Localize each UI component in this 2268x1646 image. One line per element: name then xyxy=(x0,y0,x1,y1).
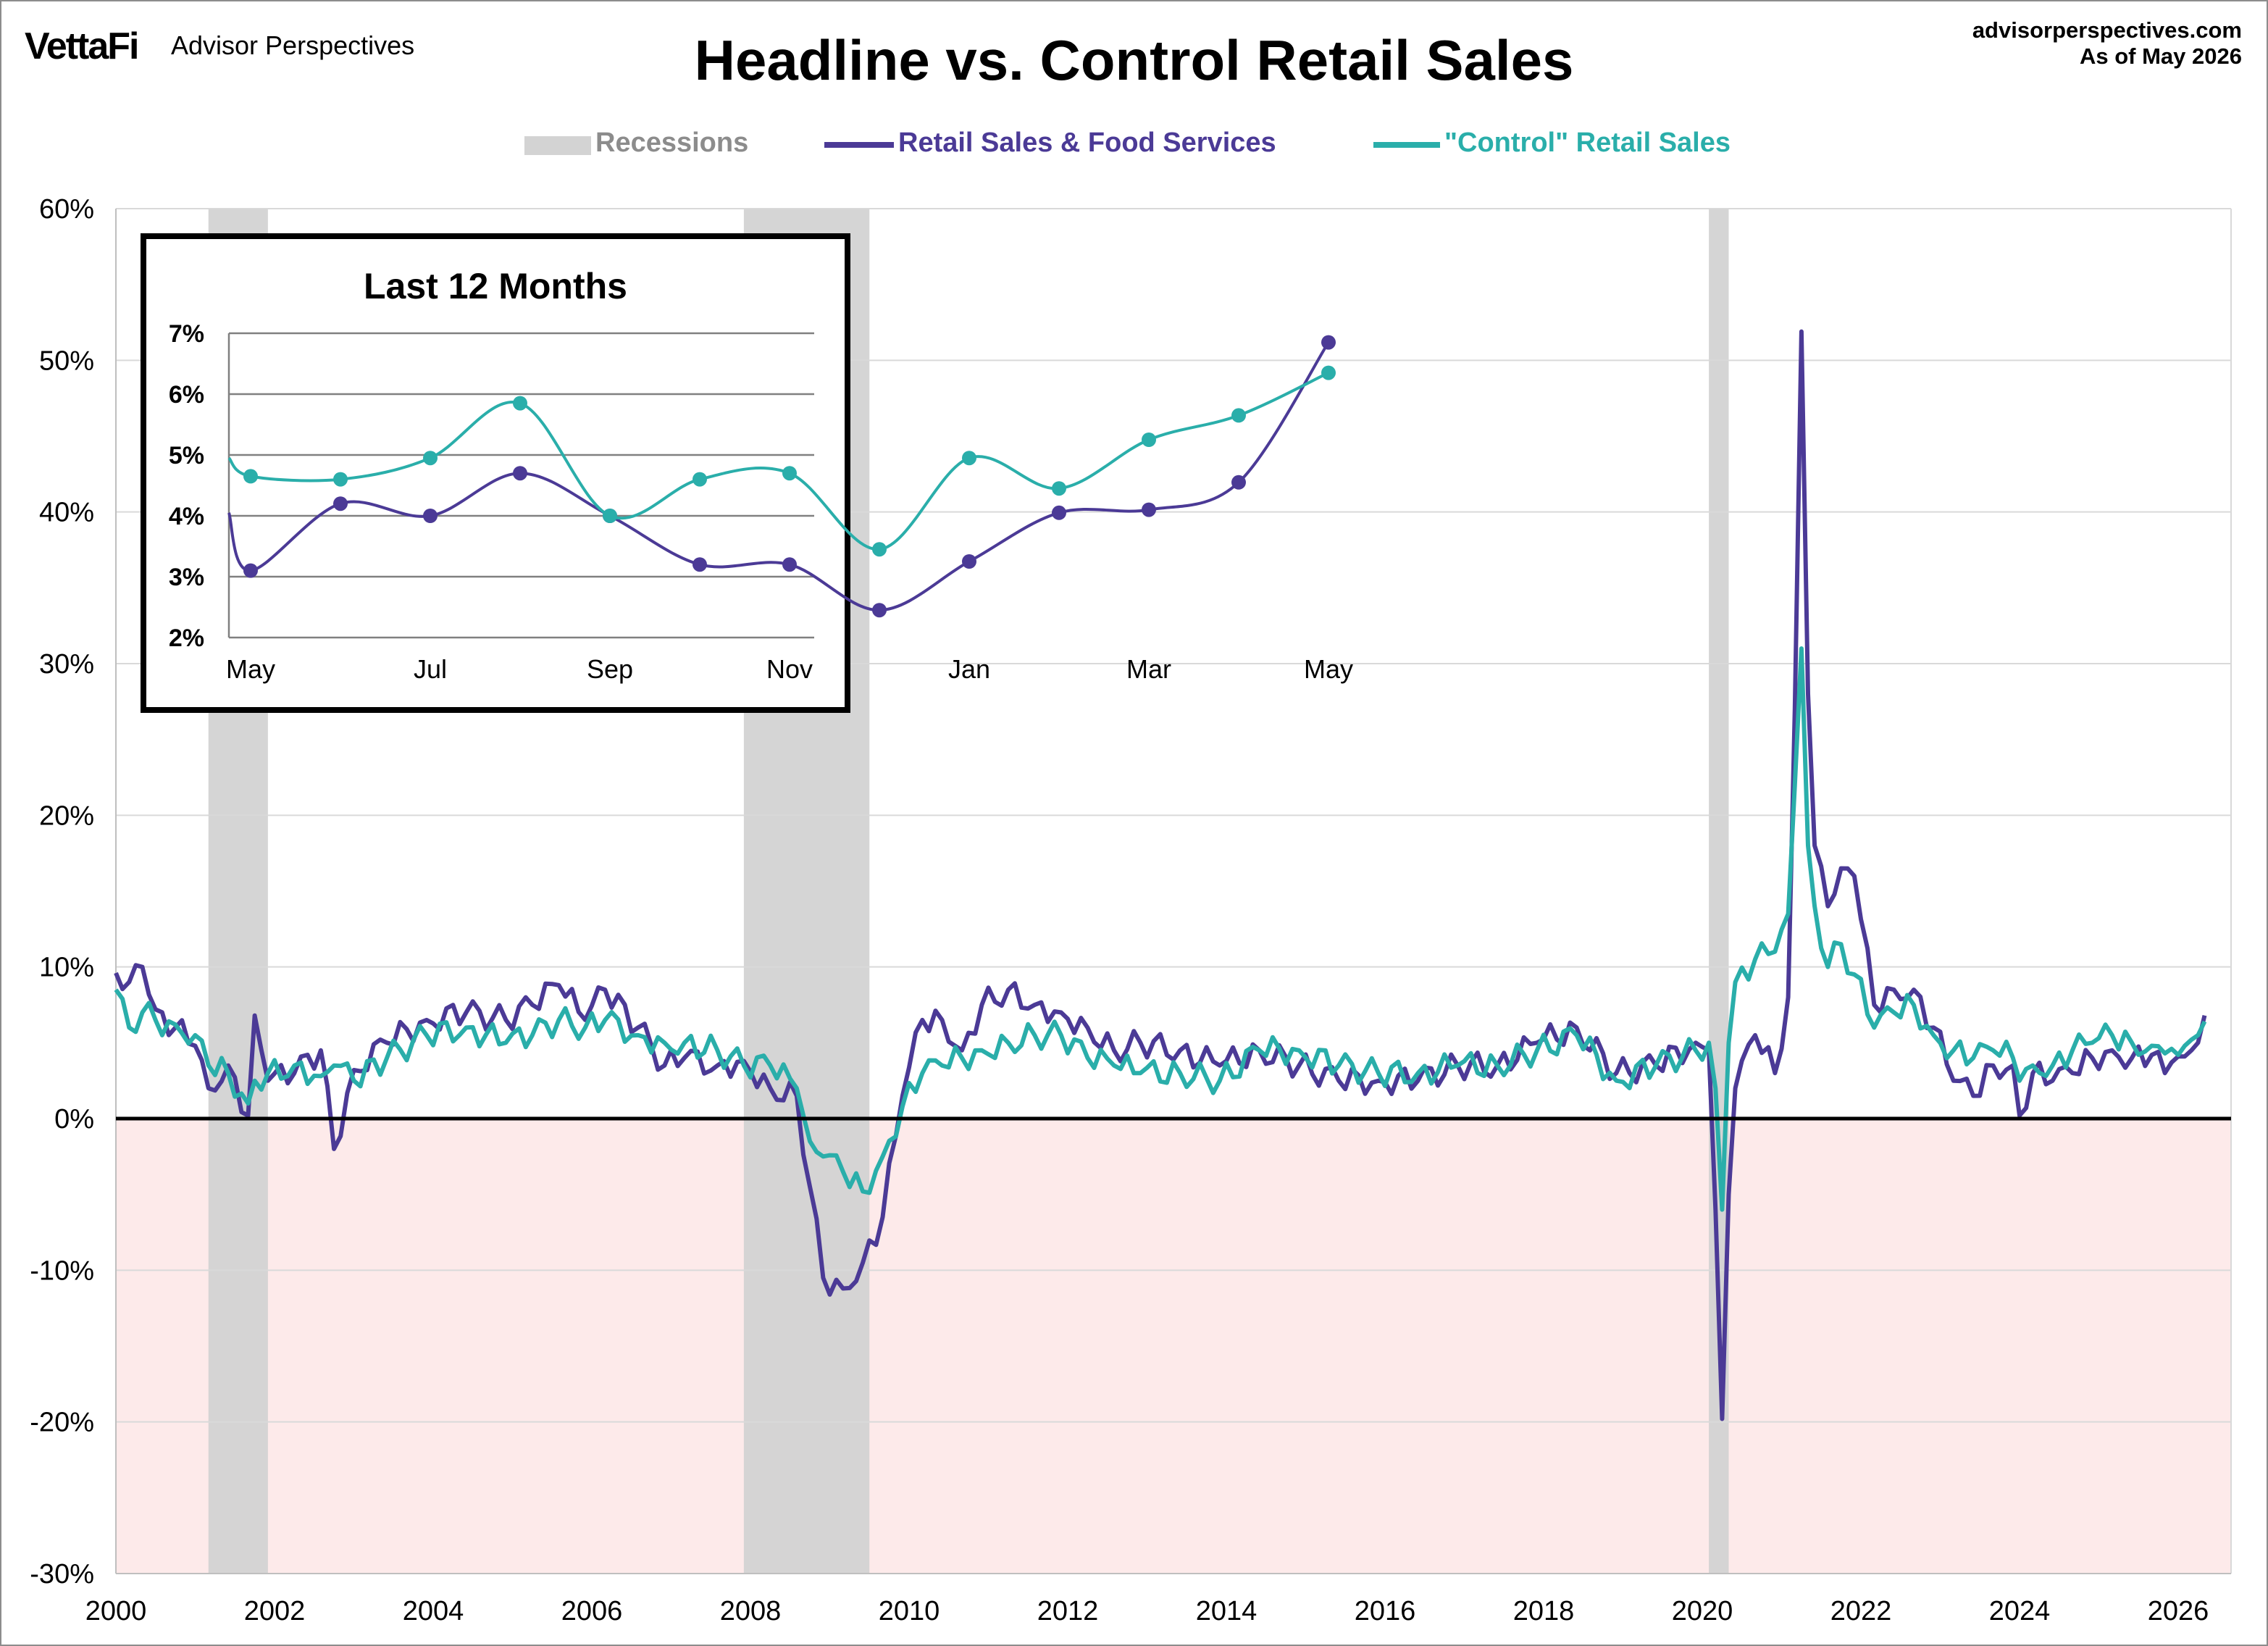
inset-point-control xyxy=(872,542,887,557)
legend-control-label: "Control" Retail Sales xyxy=(1444,128,1731,158)
inset-x-tick-label: May xyxy=(1304,654,1353,684)
inset-title: Last 12 Months xyxy=(364,266,627,306)
inset-point-control xyxy=(423,451,438,466)
x-tick-label: 2004 xyxy=(403,1596,464,1626)
inset-point-control xyxy=(1231,408,1246,423)
inset-point-control xyxy=(333,472,348,487)
inset-point-headline xyxy=(513,466,527,481)
inset-y-tick-label: 7% xyxy=(169,320,204,348)
series-line-control xyxy=(114,646,2207,1212)
inset-x-tick-label: Jul xyxy=(414,654,447,684)
x-tick-label: 2008 xyxy=(720,1596,782,1626)
inset-point-headline xyxy=(1052,505,1066,520)
inset-point-headline xyxy=(872,603,887,618)
x-tick-label: 2016 xyxy=(1355,1596,1416,1626)
legend-control-swatch xyxy=(1373,142,1440,148)
series-line-headline xyxy=(114,329,2207,1421)
y-tick-label: 0% xyxy=(54,1104,94,1135)
inset-x-tick-label: Nov xyxy=(766,654,813,684)
inset-point-headline xyxy=(1321,335,1336,350)
x-tick-label: 2020 xyxy=(1672,1596,1733,1626)
inset-point-headline xyxy=(962,554,976,569)
vettafi-logo: VettaFi xyxy=(25,25,139,67)
legend-recessions-swatch xyxy=(524,136,591,155)
y-tick-label: 50% xyxy=(39,346,94,376)
inset-point-control xyxy=(1052,481,1066,496)
chart-title: Headline vs. Control Retail Sales xyxy=(694,28,1574,92)
as-of-date: As of May 2026 xyxy=(2080,43,2242,69)
negative-zone xyxy=(116,1119,2231,1574)
x-tick-label: 2018 xyxy=(1513,1596,1575,1626)
inset-point-headline xyxy=(423,509,438,523)
inset-point-control xyxy=(1321,365,1336,380)
brand-subtitle: Advisor Perspectives xyxy=(171,30,415,60)
inset-y-tick-label: 5% xyxy=(169,442,204,469)
inset-point-control xyxy=(1142,433,1156,447)
y-tick-label: 60% xyxy=(39,194,94,225)
legend: Recessions Retail Sales & Food Services … xyxy=(0,125,2268,165)
inset-chart: Last 12 Months 7% 6% 5% 4% 3% 2% May Jul Sep Nov Ja… xyxy=(141,233,1353,713)
inset-x-tick-label: Mar xyxy=(1126,654,1171,684)
inset-point-headline xyxy=(782,557,797,572)
x-tick-label: 2014 xyxy=(1196,1596,1258,1626)
inset-point-headline xyxy=(1231,475,1246,490)
y-tick-label: -10% xyxy=(30,1256,94,1286)
y-tick-label: 30% xyxy=(39,649,94,680)
y-tick-label: -20% xyxy=(30,1408,94,1438)
inset-y-tick-label: 4% xyxy=(169,503,204,530)
x-tick-label: 2022 xyxy=(1830,1596,1892,1626)
inset-point-headline xyxy=(333,496,348,511)
x-tick-label: 2010 xyxy=(879,1596,940,1626)
x-tick-label: 2026 xyxy=(2148,1596,2209,1626)
inset-x-tick-label: Sep xyxy=(587,654,633,684)
y-tick-label: -30% xyxy=(30,1559,94,1589)
inset-x-tick-label: May xyxy=(226,654,275,684)
inset-point-control xyxy=(243,469,258,484)
x-tick-label: 2000 xyxy=(85,1596,147,1626)
y-tick-label: 10% xyxy=(39,953,94,983)
inset-point-headline xyxy=(692,557,707,572)
inset-point-headline xyxy=(1142,502,1156,517)
inset-point-control xyxy=(513,396,527,411)
y-tick-label: 20% xyxy=(39,801,94,831)
inset-y-tick-label: 6% xyxy=(169,381,204,409)
y-tick-label: 40% xyxy=(39,498,94,528)
x-tick-label: 2006 xyxy=(561,1596,623,1626)
inset-point-control xyxy=(692,472,707,487)
inset-line-control xyxy=(227,371,1329,551)
legend-headline-swatch xyxy=(824,142,894,148)
legend-recessions-label: Recessions xyxy=(595,128,749,158)
x-tick-label: 2012 xyxy=(1037,1596,1099,1626)
x-tick-label: 2002 xyxy=(244,1596,306,1626)
inset-point-headline xyxy=(243,563,258,578)
legend-headline-label: Retail Sales & Food Services xyxy=(898,128,1276,158)
inset-x-tick-label: Jan xyxy=(948,654,990,684)
inset-y-tick-label: 2% xyxy=(169,624,204,652)
inset-point-control xyxy=(603,509,617,523)
inset-point-control xyxy=(782,466,797,481)
x-tick-label: 2024 xyxy=(1989,1596,2051,1626)
inset-point-control xyxy=(962,451,976,466)
inset-y-tick-label: 3% xyxy=(169,564,204,591)
site-url: advisorperspectives.com xyxy=(1972,17,2242,43)
site-info: advisorperspectives.com As of May 2026 xyxy=(1972,17,2242,70)
